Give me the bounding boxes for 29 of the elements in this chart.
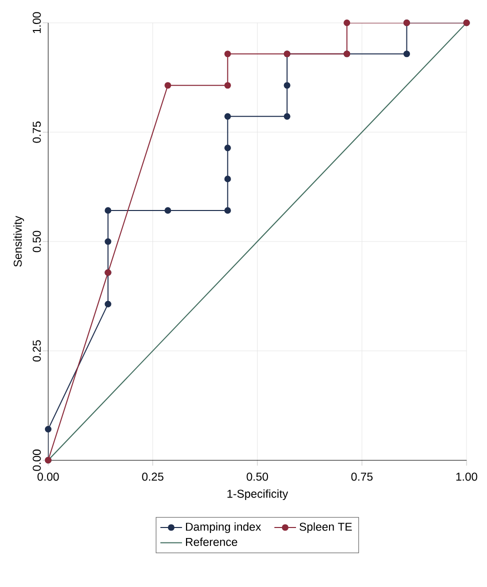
point	[224, 176, 232, 182]
point	[104, 238, 112, 245]
y-tick-label: 1.00	[32, 12, 41, 34]
legend-label: Damping index	[186, 522, 262, 534]
point	[284, 82, 290, 89]
legend-label: Reference	[186, 538, 238, 546]
y-tick-label: 0.75	[32, 122, 41, 143]
y-tick-label: 0.25	[32, 340, 41, 362]
point	[224, 144, 232, 152]
point	[164, 82, 172, 89]
x-tick-label: 1.00	[456, 472, 478, 481]
y-axis-title: Sensitivity	[13, 216, 24, 267]
point	[164, 207, 172, 214]
point	[104, 207, 112, 214]
x-tick-label: 0.75	[351, 472, 373, 481]
point	[224, 50, 232, 58]
point	[224, 207, 232, 214]
point	[224, 113, 232, 120]
point	[344, 20, 350, 26]
point	[44, 426, 52, 432]
point	[224, 82, 232, 89]
x-tick-label: 0.50	[246, 472, 268, 481]
x-tick-label: 0.25	[142, 472, 164, 481]
y-tick-label: 0.50	[32, 230, 41, 252]
x-axis-title: 1-Specificity	[228, 489, 288, 500]
legend-label: Spleen TE	[300, 522, 352, 534]
point	[104, 300, 112, 308]
point	[404, 50, 410, 58]
point	[284, 113, 290, 120]
